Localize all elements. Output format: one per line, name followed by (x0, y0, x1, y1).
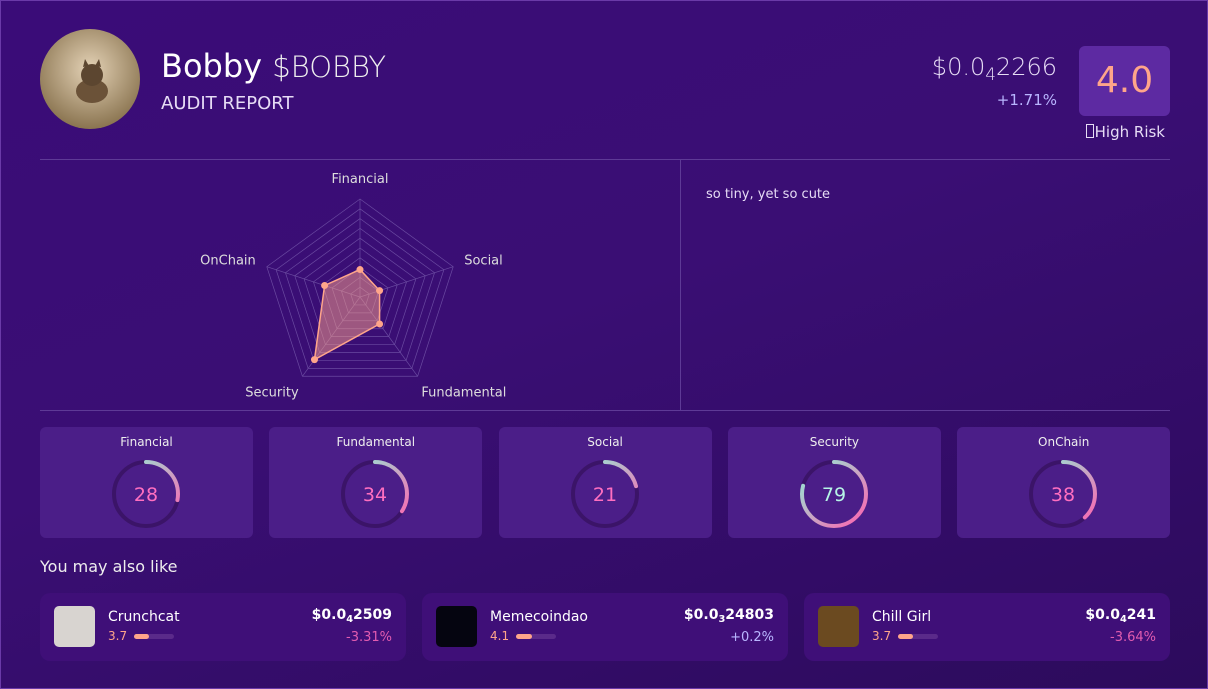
score-value: 79 (822, 484, 846, 506)
gauge: 34 (341, 460, 410, 528)
radar-axis-label: Fundamental (421, 385, 506, 400)
rating-bar (134, 634, 149, 639)
price-zeros: 4 (1119, 613, 1127, 625)
radar-chart: Financial Social Fundamental Security OnChai… (200, 172, 506, 400)
token-ticker: $BOBBY (272, 50, 387, 84)
radar-ring (303, 237, 417, 345)
score-value: 38 (1051, 484, 1075, 506)
radar-area (313, 268, 381, 362)
price-prefix: $0.0 (931, 53, 986, 81)
score-label: Fundamental (336, 435, 416, 449)
rating-track (134, 634, 174, 639)
divider (680, 159, 681, 410)
score-label: Social (587, 435, 623, 449)
score-card: OnChain 38 (957, 427, 1171, 538)
price-zeros: 4 (346, 613, 354, 625)
subtitle: AUDIT REPORT (161, 93, 294, 114)
score-card: Security 79 (727, 427, 941, 538)
radar-axis-label: Social (464, 254, 503, 269)
rec-change: -3.31% (346, 630, 392, 645)
radar-point (321, 281, 329, 289)
recommendation-card[interactable]: Crunchcat 3.7 $0.042509 -3.31% (40, 593, 406, 661)
score-value: 21 (593, 484, 617, 506)
score-card: Social 21 (498, 427, 712, 538)
gauge: 38 (1029, 460, 1098, 528)
radar-ring (312, 247, 408, 337)
score-label: OnChain (1038, 435, 1090, 449)
score-value: 34 (363, 484, 387, 506)
radar-point (356, 266, 364, 274)
risk-level: High Risk (1085, 123, 1165, 141)
radar-ring (285, 218, 435, 361)
rec-price: $0.0324803 (684, 607, 774, 625)
score-value: 28 (134, 484, 158, 506)
price-digits: 2509 (353, 607, 392, 623)
radar-ring (275, 208, 445, 369)
price-change: +1.71% (996, 91, 1057, 109)
score-card: Fundamental 34 (269, 427, 483, 538)
price: $0.042266 (932, 53, 1057, 84)
price-digits: 241 (1126, 607, 1156, 623)
price-prefix: $0.0 (1085, 607, 1120, 623)
price-prefix: $0.0 (683, 607, 719, 623)
radar-axis-label: Financial (332, 172, 389, 187)
token-icon (436, 606, 477, 647)
rec-name: Memecoindao (490, 609, 588, 625)
radar-ring (294, 227, 426, 353)
avatar (40, 29, 140, 129)
radar-axis-label: Security (245, 385, 299, 400)
rating-bar (898, 634, 913, 639)
divider (40, 410, 1170, 411)
token-title: Bobby $BOBBY (161, 47, 386, 85)
gauge-arc (799, 460, 868, 528)
rec-rating: 3.7 (872, 629, 892, 643)
rec-price: $0.04241 (1085, 607, 1156, 625)
radar-ring (266, 198, 454, 377)
rec-rating: 4.1 (490, 629, 510, 643)
risk-text: High Risk (1094, 123, 1165, 141)
price-zeros: 4 (985, 64, 996, 85)
gauge: 21 (570, 460, 639, 528)
price-digits: 24803 (725, 607, 774, 623)
risk-score: 4.0 (1079, 46, 1170, 116)
radar-axis-label: OnChain (200, 254, 256, 269)
gauge-arc (341, 460, 410, 528)
rec-name: Crunchcat (108, 609, 180, 625)
score-label: Financial (120, 435, 173, 449)
radar-point (376, 287, 384, 295)
gauge-arc (570, 460, 639, 528)
rating-track (516, 634, 556, 639)
gauge: 79 (799, 460, 868, 528)
section-title: You may also like (40, 557, 178, 576)
price-zeros: 3 (718, 613, 726, 625)
gauge: 28 (112, 460, 180, 528)
radar-point (310, 356, 318, 364)
gauge-arc (112, 460, 180, 528)
rec-change: +0.2% (730, 630, 774, 645)
recommendation-card[interactable]: Memecoindao 4.1 $0.0324803 +0.2% (422, 593, 788, 661)
gauge-arc (1029, 460, 1098, 528)
token-icon (54, 606, 95, 647)
divider (40, 159, 1170, 160)
token-name: Bobby (161, 47, 263, 85)
price-prefix: $0.0 (311, 607, 347, 623)
rating-bar (516, 634, 533, 639)
rec-change: -3.64% (1110, 630, 1156, 645)
token-icon (818, 606, 859, 647)
recommendation-card[interactable]: Chill Girl 3.7 $0.04241 -3.64% (804, 593, 1170, 661)
rec-price: $0.042509 (312, 607, 392, 625)
description: so tiny, yet so cute (706, 187, 831, 202)
rec-rating: 3.7 (108, 629, 128, 643)
price-digits: 2266 (995, 53, 1057, 81)
radar-point (376, 320, 384, 328)
score-card: Financial 28 (40, 427, 253, 538)
rec-name: Chill Girl (872, 609, 932, 625)
score-label: Security (809, 435, 860, 449)
rating-track (898, 634, 938, 639)
